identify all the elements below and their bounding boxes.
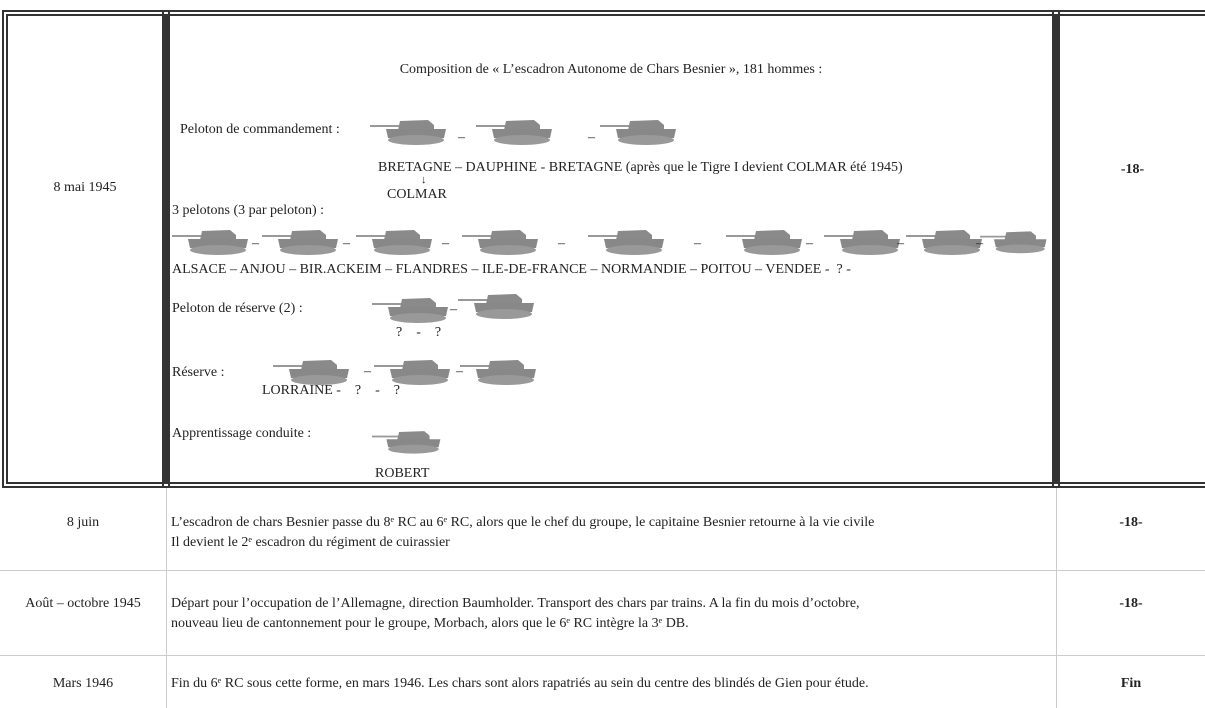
- separator: –: [343, 236, 350, 251]
- row-line: [0, 655, 1205, 656]
- tank-names: ? - ?: [396, 325, 442, 340]
- row-line: [0, 570, 1205, 571]
- page-number: -18-: [1119, 515, 1143, 530]
- date: 8 juin: [66, 515, 100, 530]
- tank-icon: [370, 116, 450, 146]
- tank-icon: [372, 426, 444, 456]
- separator: –: [806, 236, 813, 251]
- tank-names: LORRAINE - ? - ?: [262, 383, 401, 398]
- tank-icon: [824, 226, 904, 256]
- separator: –: [897, 236, 904, 251]
- separator: –: [976, 236, 983, 251]
- tank-icon: [458, 290, 538, 320]
- tank-note: COLMAR: [387, 187, 447, 202]
- tank-icon: [262, 226, 342, 256]
- tank-icon: [476, 116, 556, 146]
- separator: –: [456, 364, 463, 379]
- composition-title: Composition de « L’escadron Autonome de …: [399, 62, 823, 77]
- tank-icon: [588, 226, 668, 256]
- group-label: Apprentissage conduite :: [172, 426, 312, 441]
- group-label: Peloton de commandement :: [180, 122, 340, 137]
- entry-line: L’escadron de chars Besnier passe du 8ᵉ …: [171, 515, 875, 530]
- separator: –: [694, 236, 701, 251]
- tank-icon: [172, 226, 252, 256]
- separator: –: [588, 130, 595, 145]
- separator: –: [364, 364, 371, 379]
- page-number: Fin: [1120, 676, 1142, 691]
- tank-names: ROBERT: [375, 466, 430, 481]
- tank-icon: [372, 294, 452, 324]
- date: 8 mai 1945: [53, 180, 117, 195]
- separator: –: [450, 302, 457, 317]
- entry-line: nouveau lieu de cantonnement pour le gro…: [171, 616, 689, 631]
- group-label: 3 pelotons (3 par peloton) :: [172, 203, 325, 218]
- col-line: [1056, 488, 1057, 708]
- entry-line: Il devient le 2ᵉ escadron du régiment de…: [171, 535, 450, 550]
- date-cell: [2, 10, 170, 488]
- tank-names: BRETAGNE – DAUPHINE - BRETAGNE (après qu…: [378, 160, 903, 175]
- separator: –: [442, 236, 449, 251]
- date: Mars 1946: [52, 676, 114, 691]
- date: Août – octobre 1945: [25, 596, 141, 611]
- tank-icon: [356, 226, 436, 256]
- group-label: Réserve :: [172, 365, 225, 380]
- separator: –: [558, 236, 565, 251]
- tank-icon: [600, 116, 680, 146]
- entry-line: Départ pour l’occupation de l’Allemagne,…: [171, 596, 860, 611]
- entry-line: Fin du 6ᵉ RC sous cette forme, en mars 1…: [171, 676, 869, 691]
- group-label: Peloton de réserve (2) :: [172, 301, 303, 316]
- col-line: [166, 488, 167, 708]
- separator: –: [252, 236, 259, 251]
- page-number: -18-: [1119, 596, 1143, 611]
- tank-icon: [460, 356, 540, 386]
- tank-icon: [374, 356, 454, 386]
- page-number: -18-: [1120, 162, 1145, 177]
- page-cell: [1052, 10, 1205, 488]
- tank-icon: [462, 226, 542, 256]
- separator: –: [458, 130, 465, 145]
- arrow-icon: ↓: [421, 174, 427, 186]
- tank-icon: [726, 226, 806, 256]
- tank-names: ALSACE – ANJOU – BIR.ACKEIM – FLANDRES –…: [172, 262, 851, 277]
- tank-icon: [268, 356, 358, 386]
- tank-icon: [980, 226, 1050, 256]
- tank-icon: [906, 226, 986, 256]
